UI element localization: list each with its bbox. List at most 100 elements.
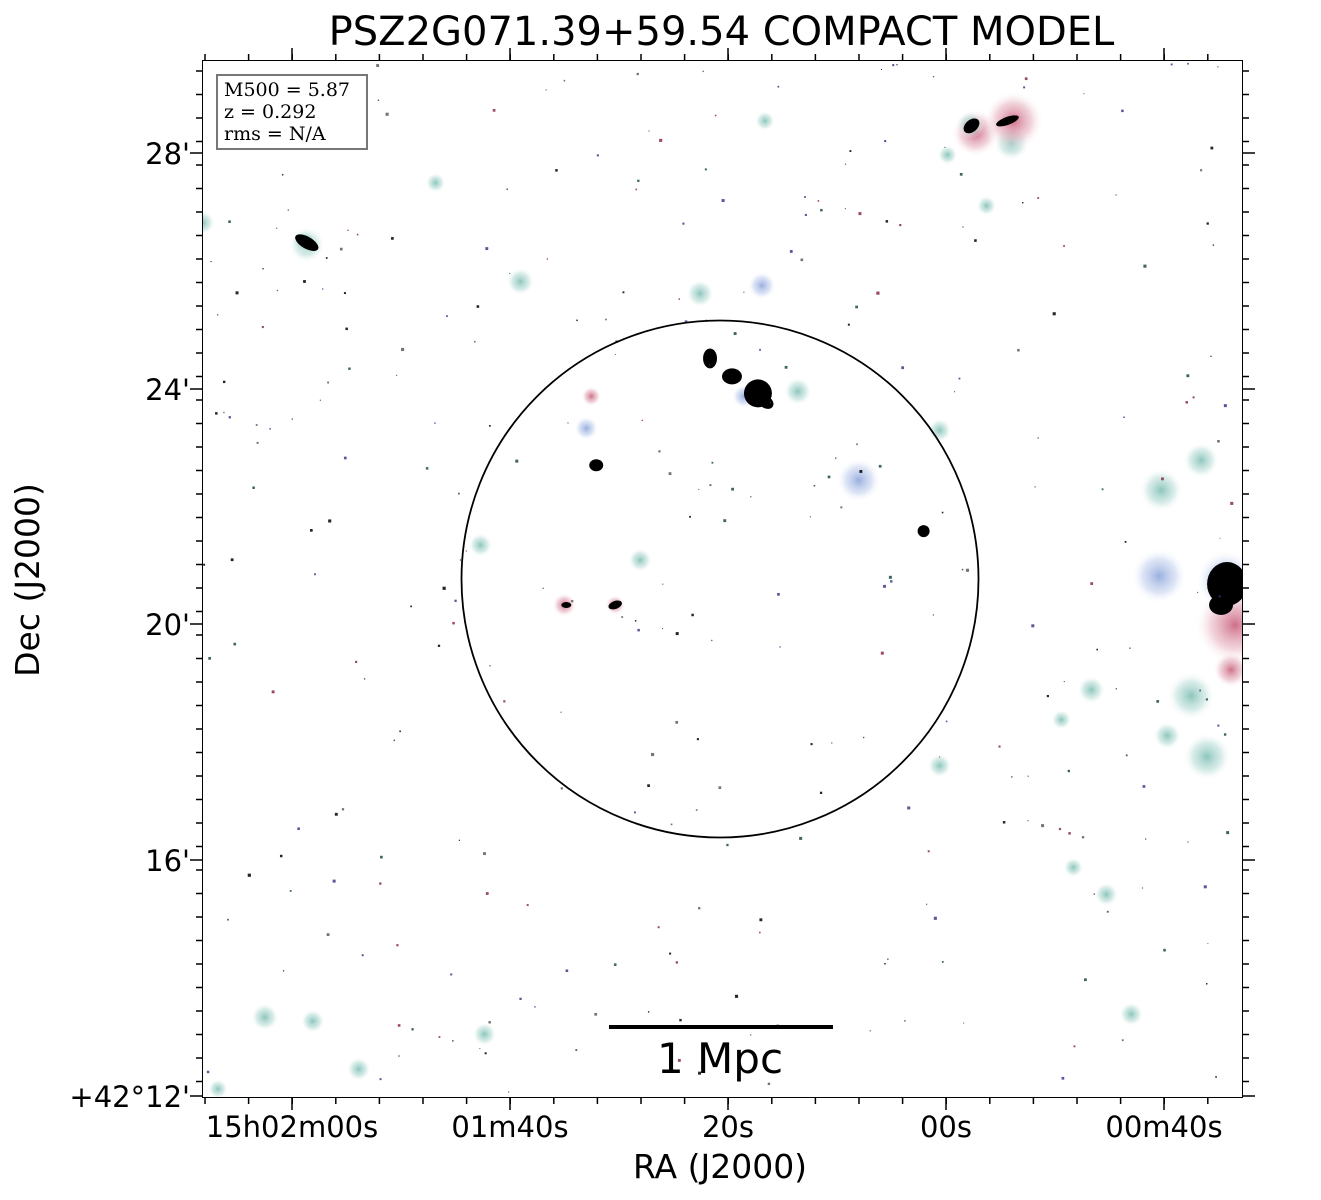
point-source <box>230 558 234 562</box>
source-halo <box>1139 468 1184 513</box>
point-source <box>1205 698 1208 701</box>
point-source <box>399 730 401 733</box>
x-tick-label: 20s <box>701 1110 754 1144</box>
point-source <box>1186 374 1190 378</box>
point-source <box>614 353 616 355</box>
x-tick-label: 15h02m00s <box>205 1110 379 1144</box>
point-source <box>437 644 441 647</box>
redshift-label: z = 0.292 <box>224 101 317 123</box>
point-source <box>215 412 218 415</box>
point-source <box>668 472 672 476</box>
point-source <box>1093 893 1095 895</box>
point-source <box>933 916 937 920</box>
source-halo <box>468 533 493 558</box>
point-source <box>379 1078 382 1081</box>
point-source <box>276 227 278 229</box>
point-source <box>1199 689 1201 692</box>
point-source <box>621 616 624 618</box>
point-source <box>896 63 898 66</box>
point-source <box>289 889 292 892</box>
point-source <box>1024 77 1028 81</box>
point-source <box>303 280 306 283</box>
point-source <box>506 188 508 190</box>
point-source <box>446 315 448 318</box>
point-source <box>682 222 685 225</box>
x-tick-label: 00m40s <box>1105 1110 1223 1144</box>
point-source <box>777 592 780 596</box>
point-source <box>397 1024 401 1027</box>
point-source <box>596 154 599 157</box>
point-source <box>662 628 664 630</box>
point-source <box>235 291 239 295</box>
point-source <box>899 223 902 227</box>
source-core <box>1207 562 1242 606</box>
point-source <box>355 660 358 664</box>
point-source <box>887 958 889 960</box>
point-source <box>945 720 948 723</box>
point-source <box>262 268 264 270</box>
point-source <box>1061 1076 1065 1080</box>
point-source <box>876 291 880 295</box>
point-source <box>1083 93 1085 95</box>
point-source <box>1187 841 1189 843</box>
source-core <box>295 234 319 251</box>
point-source <box>1141 887 1144 889</box>
point-source <box>844 163 847 165</box>
point-source <box>328 519 332 523</box>
point-source <box>647 1011 650 1013</box>
point-source <box>878 464 882 468</box>
point-source <box>702 70 704 73</box>
point-source <box>855 305 858 309</box>
point-source <box>1041 824 1045 828</box>
point-source <box>526 904 529 907</box>
point-source <box>831 742 833 744</box>
source-core <box>996 115 1019 127</box>
point-source <box>856 443 858 446</box>
point-source <box>657 926 660 929</box>
source-halo <box>747 271 776 300</box>
point-source <box>669 952 672 955</box>
point-source <box>662 583 664 585</box>
point-source <box>271 690 275 694</box>
point-source <box>376 64 380 67</box>
point-source <box>840 506 843 509</box>
point-source <box>276 289 279 292</box>
point-source <box>492 109 496 112</box>
point-source <box>1063 245 1065 247</box>
point-source <box>637 628 640 632</box>
point-source <box>1142 785 1146 788</box>
point-source <box>227 918 229 921</box>
point-source <box>216 314 219 316</box>
point-source <box>379 882 382 885</box>
point-source <box>1185 401 1189 404</box>
point-source <box>939 756 941 758</box>
point-source <box>339 247 343 251</box>
point-source <box>509 272 511 274</box>
point-source <box>458 839 461 841</box>
point-source <box>844 208 846 210</box>
point-source <box>291 418 293 420</box>
source-core <box>703 348 718 369</box>
point-source <box>332 879 336 883</box>
source-halo <box>686 279 715 308</box>
point-source <box>689 515 691 518</box>
point-source <box>647 784 650 787</box>
point-source <box>385 112 389 116</box>
point-source <box>813 484 816 487</box>
point-source <box>571 600 574 603</box>
source-core <box>608 600 622 610</box>
source-halo <box>207 1079 228 1097</box>
point-source <box>391 237 394 240</box>
point-source <box>380 855 383 859</box>
source-halo <box>581 386 602 407</box>
source-core <box>1209 594 1234 615</box>
point-source <box>847 323 850 326</box>
point-source <box>633 811 636 814</box>
point-source <box>256 441 259 444</box>
point-source <box>1002 821 1006 824</box>
point-source <box>411 1028 414 1031</box>
point-source <box>759 931 761 934</box>
point-source <box>810 743 813 746</box>
point-source <box>515 459 519 463</box>
point-source <box>858 212 862 216</box>
